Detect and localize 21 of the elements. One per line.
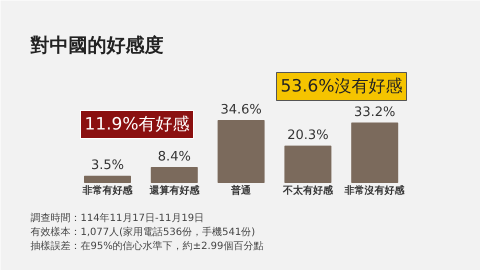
- bar: [284, 146, 332, 183]
- data-label: 33.2%: [354, 105, 396, 120]
- x-tick-label: 非常沒有好感: [344, 184, 406, 196]
- text: 53.6%沒有好感: [280, 76, 403, 96]
- data-label: 3.5%: [90, 158, 124, 174]
- x-tick-label: 非常有好感: [82, 184, 134, 196]
- data-label: 20.3%: [287, 128, 329, 144]
- data-label: 8.4%: [158, 149, 191, 164]
- chart-title: 對中國的好感度: [30, 34, 164, 56]
- data-label: 34.6%: [220, 102, 262, 118]
- bar: [150, 166, 198, 183]
- annotation: 11.9%有好感: [84, 114, 190, 134]
- text: 有效樣本：1,077人(家用電話536份，手機541份): [30, 226, 256, 238]
- text: 抽樣誤差：在95%的信心水準下，約±2.99個百分點: [30, 240, 264, 252]
- bar: [84, 176, 131, 183]
- bar: [218, 120, 265, 183]
- text: 調查時間：114年11月17日-11月19日: [30, 212, 204, 224]
- x-tick-label: 普通: [230, 184, 252, 196]
- x-tick-label: 不太有好感: [282, 184, 334, 196]
- bar: [351, 122, 398, 183]
- x-tick-label: 還算有好感: [148, 184, 200, 196]
